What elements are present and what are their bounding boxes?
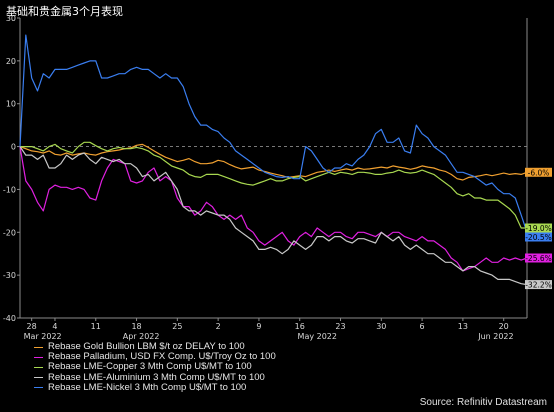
x-tick-label: 6 (420, 322, 425, 331)
y-tick-label: -30 (3, 271, 16, 280)
series-line-3 (19, 146, 528, 286)
legend-item-3: Rebase LME-Aluminium 3 Mth Comp U$/MT to… (34, 371, 276, 383)
end-label-box (525, 223, 552, 233)
month-label: Apr 2022 (123, 332, 160, 341)
y-tick-label: -40 (3, 314, 16, 323)
x-tick-label: 23 (335, 322, 345, 331)
legend-label: Rebase Palladium, USD FX Comp. U$/Troy O… (48, 351, 276, 363)
end-label-text: -25.6% (525, 254, 552, 263)
legend-swatch (34, 356, 43, 358)
end-label-2: -19.0% (525, 223, 552, 233)
x-tick-label: 28 (27, 322, 37, 331)
x-tick-label: 16 (295, 322, 305, 331)
series-line-2 (20, 141, 527, 229)
end-label-text: -6.0% (528, 168, 550, 177)
x-tick-label: 18 (131, 322, 141, 331)
end-label-box (525, 232, 552, 242)
legend-item-4: Rebase LME-Nickel 3 Mth Comp U$/MT to 10… (34, 381, 276, 393)
end-label-text: -20.5% (525, 233, 552, 242)
legend-swatch (34, 377, 43, 379)
x-tick-label: 9 (256, 322, 261, 331)
series-line-4 (19, 34, 528, 233)
legend: Rebase Gold Bullion LBM $/t oz DELAY to … (34, 341, 276, 393)
x-tick-label: 13 (458, 322, 468, 331)
source-note: Source: Refinitiv Datastream (419, 397, 547, 408)
legend-item-1: Rebase Palladium, USD FX Comp. U$/Troy O… (34, 351, 276, 363)
x-tick-label: 20 (499, 322, 509, 331)
end-label-1: -25.6% (525, 253, 552, 263)
y-tick-label: -10 (3, 185, 16, 194)
y-tick-label: -20 (3, 228, 16, 237)
end-label-4: -20.5% (525, 232, 552, 242)
month-label: May 2022 (298, 332, 337, 341)
legend-label: Rebase Gold Bullion LBM $/t oz DELAY to … (48, 341, 245, 352)
chart-title: 基础和贵金属3个月表现 (6, 5, 123, 18)
end-label-text: -19.0% (525, 224, 552, 233)
x-tick-label: 11 (91, 322, 101, 331)
x-tick-label: 25 (172, 322, 182, 331)
series-line-1 (19, 146, 528, 272)
y-tick-label: 10 (6, 100, 16, 109)
y-tick-label: 30 (6, 14, 16, 23)
end-label-0: -6.0% (525, 167, 552, 177)
legend-label: Rebase LME-Aluminium 3 Mth Comp U$/MT to… (48, 371, 265, 383)
end-label-text: -32.2% (525, 281, 552, 290)
x-tick-label: 30 (376, 322, 386, 331)
end-label-box (525, 280, 552, 290)
end-label-box (525, 253, 552, 263)
month-label: Mar 2022 (24, 332, 62, 341)
end-labels: -6.0% -19.0%-20.5% -25.6% -32.2% (525, 167, 552, 290)
legend-swatch (34, 387, 43, 389)
legend-label: Rebase LME-Copper 3 Mth Comp U$/MT to 10… (48, 361, 252, 373)
end-label-3: -32.2% (525, 280, 552, 290)
legend-swatch (34, 346, 43, 348)
x-tick-label: 2 (216, 322, 221, 331)
y-tick-label: 0 (11, 143, 16, 152)
axes: 30 20 10 0 -10 -20 -30 -40 28 4 11 18 25 2 9 16 23 30 6 13 2… (3, 14, 528, 341)
legend-item-0: Rebase Gold Bullion LBM $/t oz DELAY to … (34, 341, 276, 352)
legend-label: Rebase LME-Nickel 3 Mth Comp U$/MT to 10… (48, 381, 247, 393)
x-tick-label: 4 (52, 322, 57, 331)
legend-item-2: Rebase LME-Copper 3 Mth Comp U$/MT to 10… (34, 362, 276, 372)
series-lines (19, 34, 528, 286)
end-label-box (525, 167, 552, 177)
legend-swatch (34, 367, 43, 368)
y-tick-label: 20 (6, 57, 16, 66)
month-label: Jun 2022 (477, 332, 513, 341)
series-line-0 (19, 143, 528, 181)
